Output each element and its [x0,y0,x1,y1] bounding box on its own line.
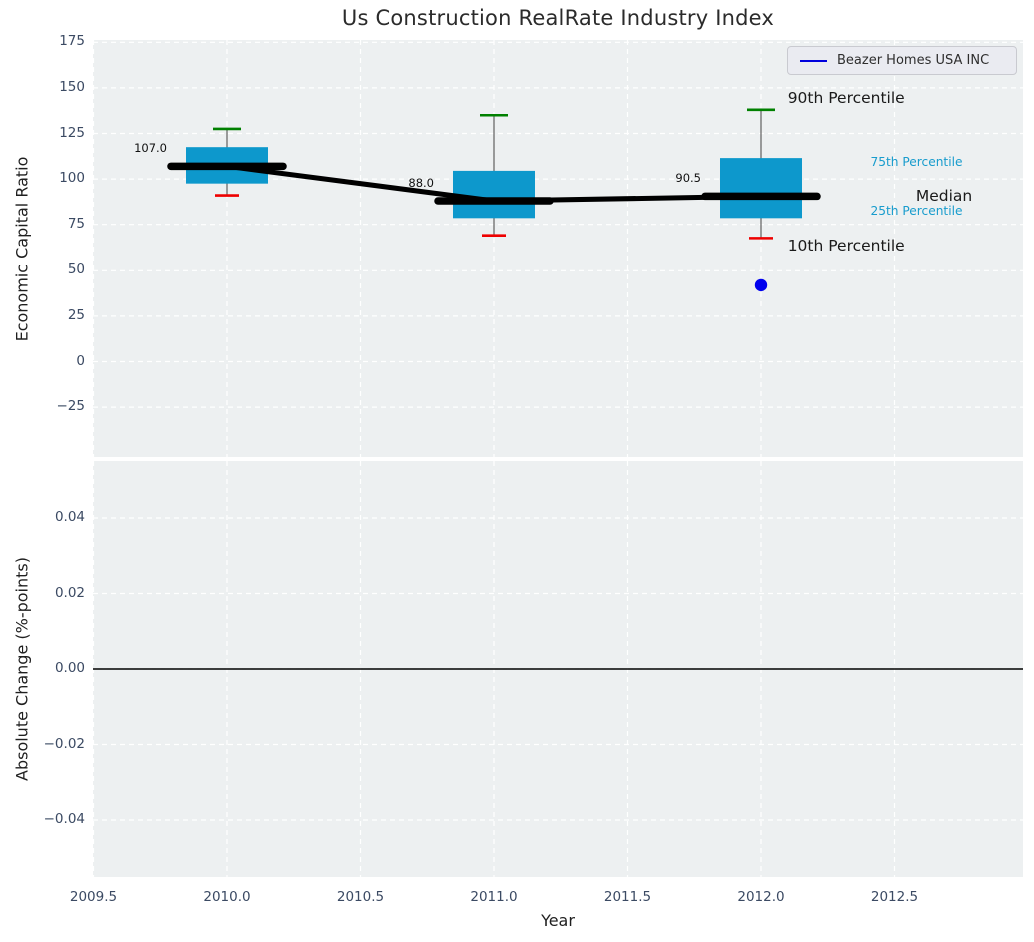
iqr-box-2012 [720,158,802,219]
ytick-bottom: −0.04 [43,811,85,827]
annotation-75th-percentile: 75th Percentile [870,155,963,170]
ytick-top: 100 [59,170,85,187]
ytick-top: 0 [76,352,85,369]
median-value-label: 90.5 [675,171,701,186]
ytick-bottom: 0.04 [54,509,85,525]
xtick: 2010.5 [336,889,385,905]
ytick-top: 25 [67,306,85,323]
ytick-top: −25 [56,398,86,415]
legend: Beazer Homes USA INC [787,46,1017,75]
median-value-label: 88.0 [408,175,434,190]
xtick: 2011.5 [603,889,652,905]
xtick: 2011.0 [470,889,518,905]
xtick: 2010.0 [203,889,251,905]
xtick: 2009.5 [69,889,118,905]
iqr-box-2011 [453,170,535,219]
ytick-bottom: −0.02 [43,735,85,752]
annotation-25th-percentile: 25th Percentile [870,203,963,218]
annotation-median: Median [915,186,973,205]
chart-title: Us Construction RealRate Industry Index [341,6,775,30]
ytick-top: 150 [59,78,85,95]
median-value-label: 107.0 [134,141,167,156]
company-point [754,278,768,292]
ytick-top: 125 [59,124,85,141]
ytick-bottom: 0.02 [54,584,85,601]
x-axis-label: Year [541,911,575,930]
xtick: 2012.5 [870,889,919,905]
xtick: 2012.0 [737,889,785,905]
top-panel-bg [93,40,1023,457]
ytick-top: 175 [59,33,85,50]
ytick-bottom: 0.00 [54,660,85,676]
ytick-top: 50 [67,261,85,278]
y-axis-label-top: Economic Capital Ratio [12,156,32,342]
annotation-10th-percentile: 10th Percentile [787,236,905,255]
legend-label: Beazer Homes USA INC [837,53,990,68]
ytick-top: 75 [67,215,85,232]
annotation-90th-percentile: 90th Percentile [787,89,905,108]
legend-line-swatch [800,59,827,62]
y-axis-label-bottom: Absolute Change (%-points) [12,557,32,781]
